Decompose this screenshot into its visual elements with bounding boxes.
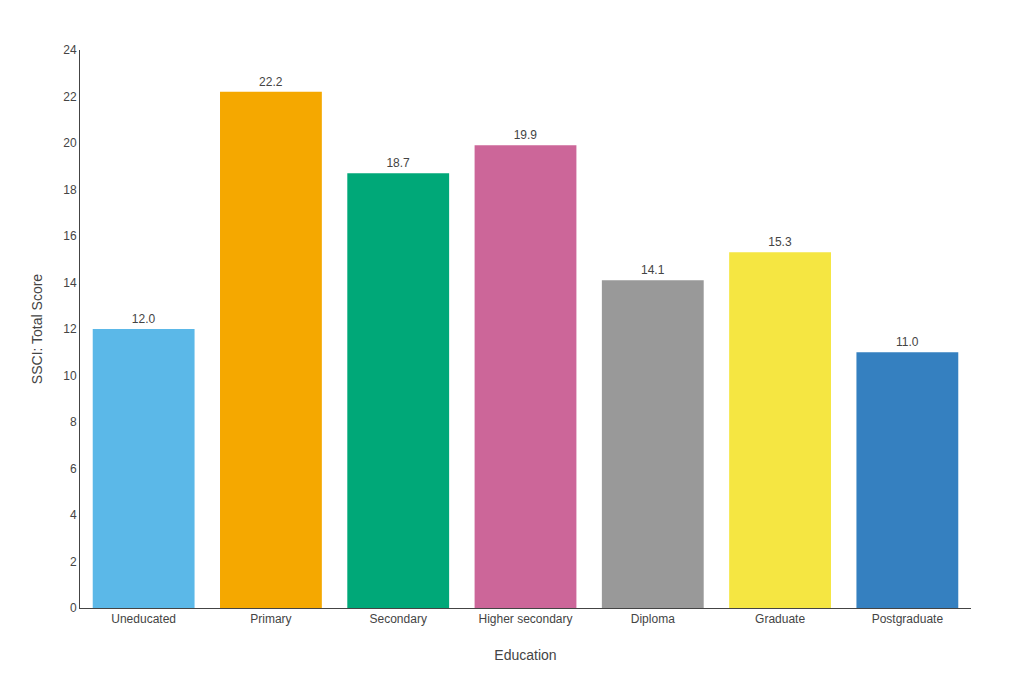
svg-text:Secondary: Secondary: [370, 612, 427, 626]
svg-text:12: 12: [63, 322, 77, 336]
svg-text:22: 22: [63, 90, 77, 104]
svg-text:16: 16: [63, 229, 77, 243]
svg-text:18: 18: [63, 183, 77, 197]
svg-text:6: 6: [70, 462, 77, 476]
svg-text:Diploma: Diploma: [631, 612, 675, 626]
svg-text:14.1: 14.1: [641, 263, 665, 277]
svg-text:18.7: 18.7: [386, 156, 410, 170]
svg-text:Higher secondary: Higher secondary: [478, 612, 572, 626]
svg-text:Postgraduate: Postgraduate: [872, 612, 944, 626]
svg-text:12.0: 12.0: [132, 312, 156, 326]
svg-text:14: 14: [63, 276, 77, 290]
svg-text:Uneducated: Uneducated: [111, 612, 176, 626]
svg-text:8: 8: [70, 415, 77, 429]
svg-text:0: 0: [70, 601, 77, 615]
svg-text:10: 10: [63, 369, 77, 383]
svg-text:22.2: 22.2: [259, 75, 283, 89]
svg-text:19.9: 19.9: [514, 128, 538, 142]
svg-text:2: 2: [70, 555, 77, 569]
svg-text:Primary: Primary: [250, 612, 291, 626]
svg-text:20: 20: [63, 136, 77, 150]
svg-text:4: 4: [70, 508, 77, 522]
svg-text:Graduate: Graduate: [755, 612, 805, 626]
svg-text:15.3: 15.3: [768, 235, 792, 249]
svg-text:11.0: 11.0: [896, 335, 919, 349]
svg-text:Education: Education: [494, 647, 556, 663]
svg-text:SSCI: Total Score: SSCI: Total Score: [29, 274, 45, 384]
svg-text:24: 24: [63, 43, 77, 57]
